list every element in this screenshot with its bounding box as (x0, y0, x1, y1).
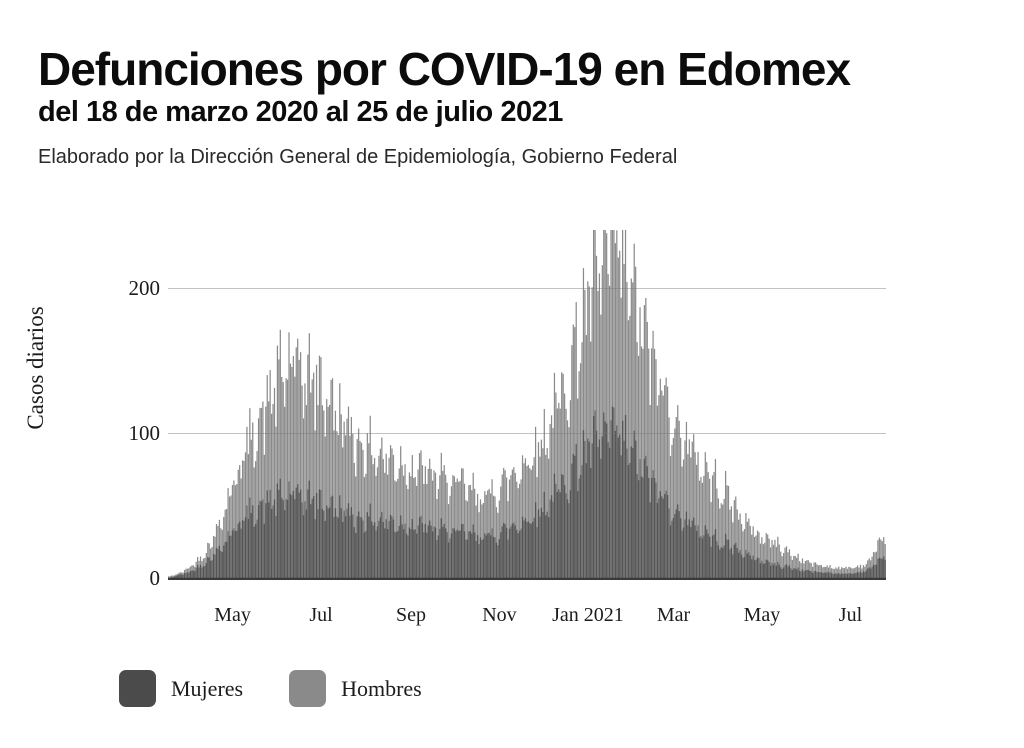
legend-item-mujeres: Mujeres (119, 670, 243, 707)
chart-canvas (168, 222, 886, 580)
x-tick-label: Nov (482, 604, 517, 626)
x-tick-label: May (743, 604, 781, 626)
x-tick-label: Mar (656, 604, 691, 626)
legend-label-mujeres: Mujeres (171, 675, 244, 701)
legend-item-hombres: Hombres (289, 670, 422, 707)
y-tick-label: 200 (128, 276, 161, 300)
y-tick-label: 100 (128, 421, 161, 445)
x-tick-label: Jul (838, 604, 863, 626)
legend: Mujeres Hombres (119, 670, 422, 707)
page-caption: Elaborado por la Dirección General de Ep… (38, 146, 678, 168)
y-axis-title: Casos diarios (23, 306, 48, 430)
x-tick-label: Jan 2021 (552, 604, 624, 626)
x-tick-label: Sep (395, 604, 426, 626)
legend-label-hombres: Hombres (341, 675, 422, 701)
x-tick-label: Jul (309, 604, 333, 626)
page-title: Defunciones por COVID-19 en Edomex (38, 43, 851, 95)
legend-swatch-mujeres (119, 670, 156, 707)
legend-swatch-hombres (289, 670, 327, 707)
page-subtitle: del 18 de marzo 2020 al 25 de julio 2021 (38, 96, 563, 128)
y-tick-label: 0 (149, 566, 161, 590)
x-tick-label: May (214, 604, 251, 626)
